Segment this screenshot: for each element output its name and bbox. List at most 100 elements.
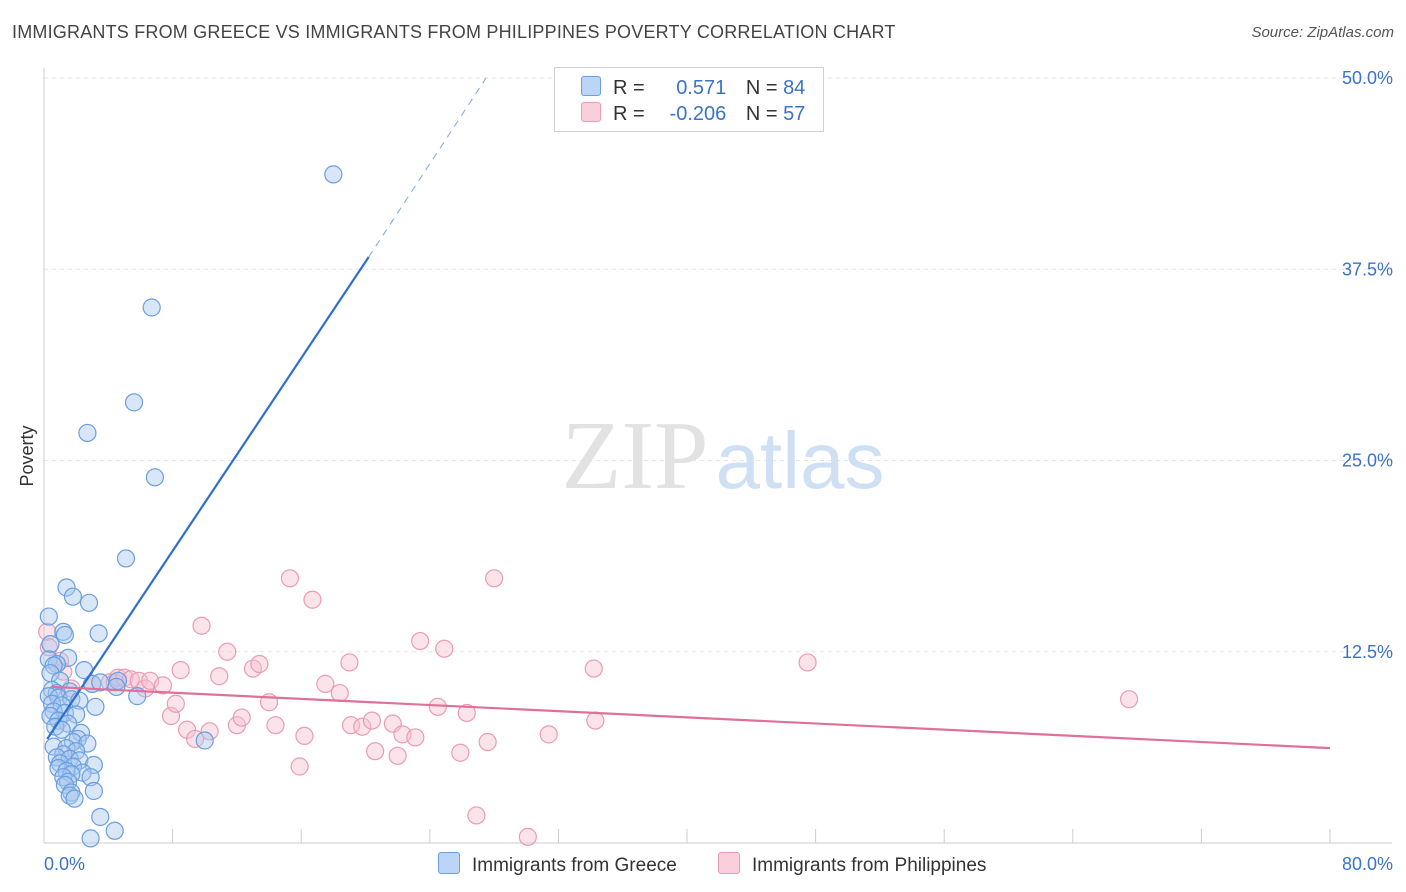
- philippines-point-45: [411, 631, 430, 651]
- greece-point-8: [79, 593, 99, 612]
- greece-point-9: [39, 607, 58, 626]
- philippines-point-42: [388, 746, 407, 765]
- greece-r-value: 0.571: [676, 77, 727, 99]
- philippines-point-57: [798, 653, 817, 672]
- bottom-legend-philippines: Immigrants from Philippines: [718, 852, 986, 877]
- bottom-legend-greece: Immigrants from Greece: [438, 852, 677, 877]
- philippines-point-25: [232, 708, 251, 727]
- philippines-point-34: [316, 674, 335, 693]
- greece-swatch: [581, 76, 601, 96]
- grid-lines: [44, 77, 1392, 653]
- philippines-point-26: [243, 659, 263, 678]
- greece-point-70: [91, 807, 110, 827]
- y-tick-label-1: 25.0%: [1342, 451, 1393, 471]
- greece-n-label: N =: [745, 77, 778, 99]
- greece-point-69: [65, 789, 84, 808]
- greece-point-11: [54, 622, 73, 641]
- philippines-point-44: [406, 728, 425, 747]
- philippines-point-52: [485, 569, 504, 588]
- philippines-points: [38, 569, 1139, 846]
- greece-point-13: [41, 634, 60, 654]
- philippines-point-21: [200, 722, 219, 741]
- philippines-point-35: [330, 683, 349, 703]
- philippines-point-48: [451, 743, 470, 762]
- philippines-point-56: [586, 711, 605, 730]
- greece-r-label: R =: [613, 77, 645, 99]
- greece-trend-extension: [368, 77, 487, 258]
- y-tick-label-2: 37.5%: [1342, 259, 1393, 279]
- philippines-point-40: [366, 742, 385, 761]
- greece-point-66: [84, 781, 103, 801]
- watermark-atlas: atlas: [716, 416, 885, 505]
- greece-point-72: [81, 829, 100, 848]
- philippines-point-20: [192, 616, 211, 635]
- philippines-n-value: 57: [783, 103, 806, 125]
- bottom-philippines-label: Immigrants from Philippines: [752, 855, 987, 876]
- watermark-zip: ZIP: [562, 402, 709, 510]
- philippines-point-17: [171, 661, 190, 680]
- philippines-point-36: [340, 653, 359, 672]
- greece-point-7: [63, 587, 83, 606]
- x-tick-label-1: 80.0%: [1342, 854, 1393, 874]
- philippines-trend-line: [51, 685, 1331, 750]
- philippines-n-label: N =: [745, 103, 778, 125]
- philippines-point-50: [467, 806, 486, 825]
- philippines-point-30: [280, 569, 300, 588]
- y-tick-labels: 12.5% 25.0% 37.5% 50.0%: [1342, 68, 1393, 662]
- philippines-r-value: -0.206: [669, 103, 727, 125]
- philippines-point-14: [153, 676, 173, 695]
- y-tick-label-0: 12.5%: [1342, 642, 1393, 662]
- philippines-point-22: [210, 667, 229, 686]
- chart-title: IMMIGRANTS FROM GREECE VS IMMIGRANTS FRO…: [12, 22, 896, 42]
- philippines-point-55: [584, 659, 603, 678]
- greece-point-68: [60, 786, 79, 805]
- philippines-point-58: [1119, 690, 1139, 709]
- philippines-point-29: [266, 716, 285, 735]
- greece-point-12: [55, 625, 74, 645]
- greece-point-0: [324, 165, 343, 184]
- x-tick-label-0: 0.0%: [44, 854, 85, 874]
- philippines-point-53: [518, 827, 537, 846]
- philippines-point-23: [218, 642, 237, 661]
- philippines-point-38: [353, 717, 372, 736]
- x-tick-labels: 0.0% 80.0%: [44, 854, 1393, 874]
- greece-trend-line: [46, 256, 370, 740]
- greece-n-value: 84: [783, 77, 806, 99]
- legend-row-greece: R = 0.571 N = 84: [581, 76, 805, 100]
- greece-point-5: [116, 549, 136, 568]
- greece-point-4: [145, 468, 165, 487]
- philippines-point-32: [295, 726, 314, 746]
- trend-lines: [46, 77, 1331, 750]
- greece-point-64: [59, 772, 78, 791]
- greece-point-15: [59, 648, 78, 667]
- greece-point-1: [142, 298, 161, 317]
- philippines-swatch: [581, 102, 601, 122]
- greece-point-6: [57, 578, 76, 597]
- philippines-point-31: [290, 757, 309, 776]
- greece-point-23: [107, 677, 126, 697]
- greece-point-2: [124, 393, 144, 412]
- philippines-point-39: [362, 711, 382, 730]
- greece-point-24: [91, 673, 110, 692]
- philippines-point-16: [166, 694, 185, 713]
- philippines-point-46: [428, 697, 447, 716]
- bottom-philippines-swatch: [718, 852, 740, 874]
- greece-point-63: [81, 768, 100, 787]
- axes: [43, 68, 1392, 844]
- philippines-point-49: [457, 703, 476, 723]
- y-tick-label-3: 50.0%: [1342, 68, 1393, 88]
- bottom-greece-swatch: [438, 852, 460, 874]
- philippines-point-54: [539, 725, 558, 744]
- philippines-point-33: [303, 590, 322, 609]
- philippines-point-47: [435, 639, 454, 658]
- stats-legend: R = 0.571 N = 84 R = -0.206 N = 57: [554, 67, 824, 132]
- greece-point-3: [78, 423, 97, 443]
- philippines-point-51: [478, 732, 497, 752]
- watermark: ZIP atlas: [562, 402, 885, 510]
- legend-row-philippines: R = -0.206 N = 57: [581, 102, 805, 126]
- greece-point-73: [195, 731, 214, 750]
- philippines-r-label: R =: [613, 103, 645, 125]
- philippines-point-27: [250, 654, 269, 674]
- source-credit: Source: ZipAtlas.com: [1251, 24, 1394, 41]
